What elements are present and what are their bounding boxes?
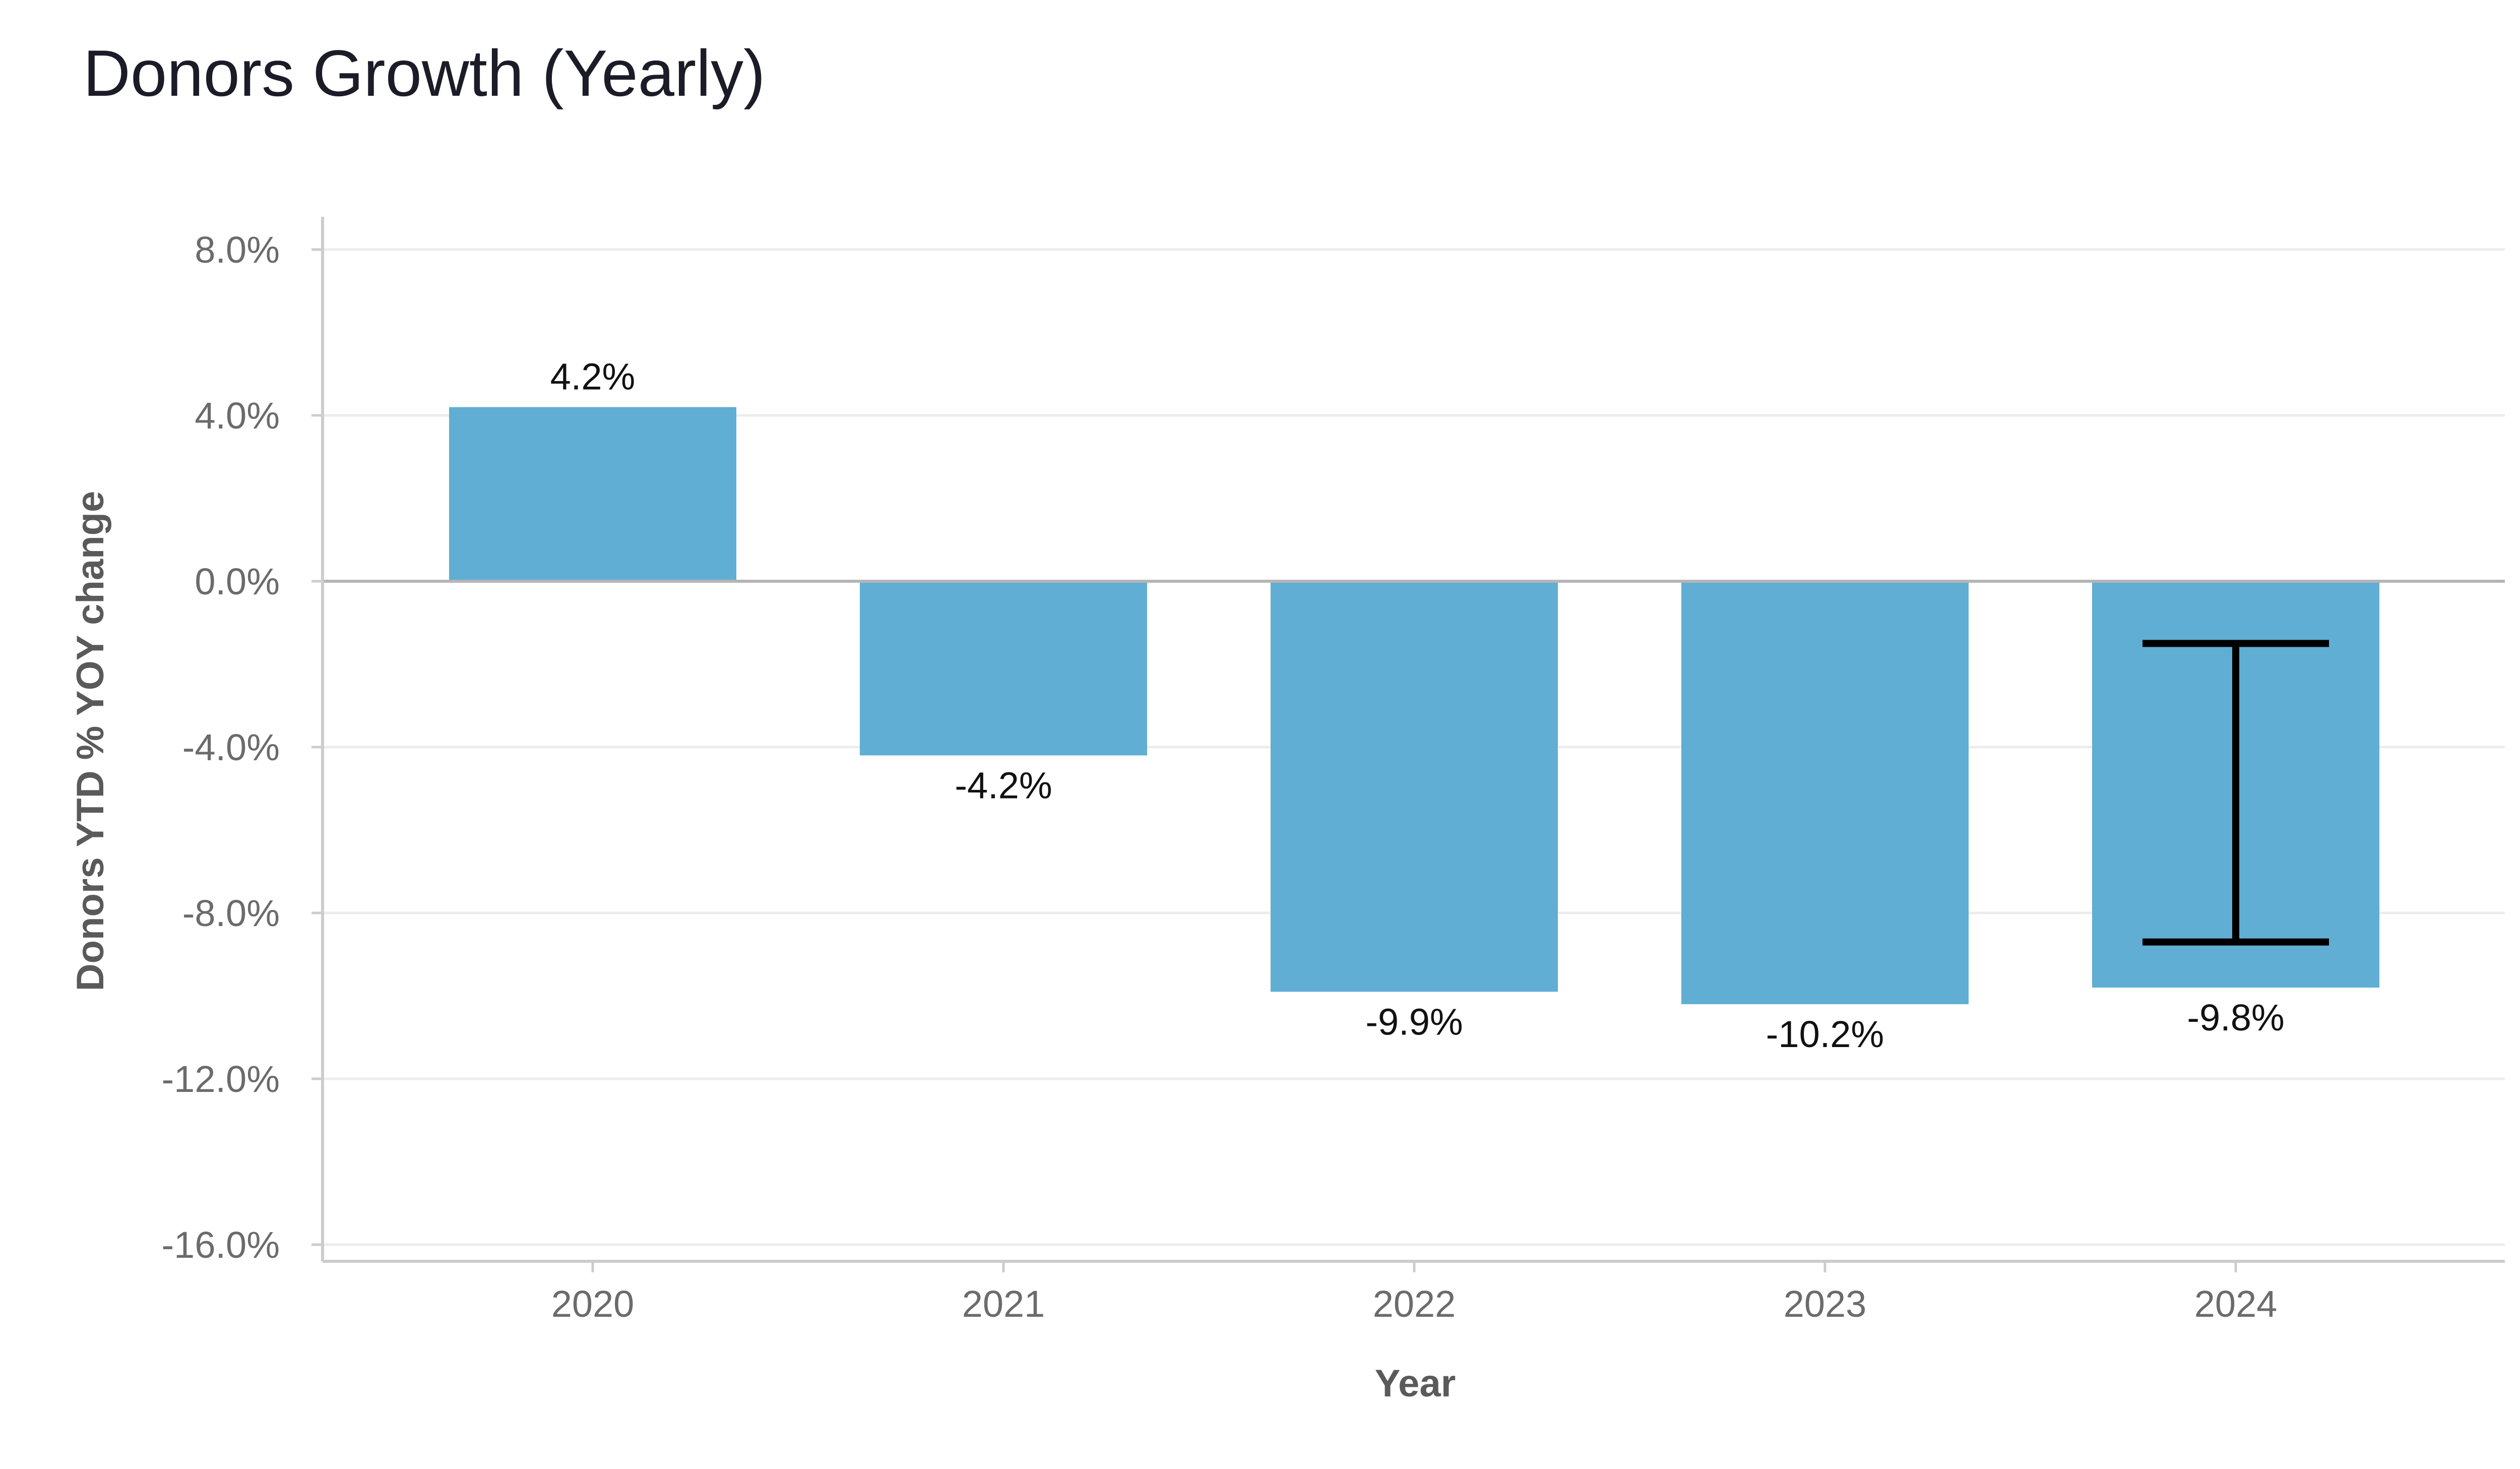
y-tick-label: 0.0% bbox=[195, 561, 280, 602]
data-label-2022: -9.9% bbox=[1365, 1001, 1463, 1043]
data-label-2024: -9.8% bbox=[2187, 997, 2284, 1038]
error-bars bbox=[2143, 640, 2329, 946]
y-tick-labels: 8.0% 4.0% 0.0% -4.0% -8.0% -12.0% -16.0% bbox=[162, 229, 280, 1266]
bar-2020 bbox=[449, 407, 736, 581]
x-tick-label: 2021 bbox=[962, 1283, 1045, 1325]
y-tick-label: -4.0% bbox=[182, 726, 280, 768]
y-axis-title: Donors YTD % YOY change bbox=[69, 491, 112, 992]
bar-2023 bbox=[1681, 581, 1969, 1004]
y-tick-label: -12.0% bbox=[162, 1058, 280, 1100]
x-tick-label: 2023 bbox=[1784, 1283, 1867, 1325]
x-tick-labels: 2020 2021 2022 2023 2024 bbox=[551, 1283, 2278, 1325]
data-label-2023: -10.2% bbox=[1766, 1013, 1884, 1055]
data-label-2021: -4.2% bbox=[955, 764, 1052, 806]
bars bbox=[449, 407, 2379, 1004]
x-tick-label: 2020 bbox=[551, 1283, 635, 1325]
bar-2021 bbox=[860, 581, 1147, 756]
x-axis-title: Year bbox=[1375, 1362, 1456, 1405]
axes bbox=[311, 217, 2505, 1272]
x-tick-label: 2022 bbox=[1373, 1283, 1456, 1325]
x-tick-label: 2024 bbox=[2194, 1283, 2278, 1325]
data-labels: 4.2% -4.2% -9.9% -10.2% -9.8% bbox=[550, 356, 2285, 1055]
y-tick-label: 4.0% bbox=[195, 395, 280, 437]
chart-title: Donors Growth (Yearly) bbox=[83, 36, 766, 110]
y-tick-label: -16.0% bbox=[162, 1224, 280, 1266]
bar-2022 bbox=[1271, 581, 1558, 992]
data-label-2020: 4.2% bbox=[550, 356, 636, 398]
y-tick-label: 8.0% bbox=[195, 229, 280, 271]
y-tick-label: -8.0% bbox=[182, 892, 280, 934]
